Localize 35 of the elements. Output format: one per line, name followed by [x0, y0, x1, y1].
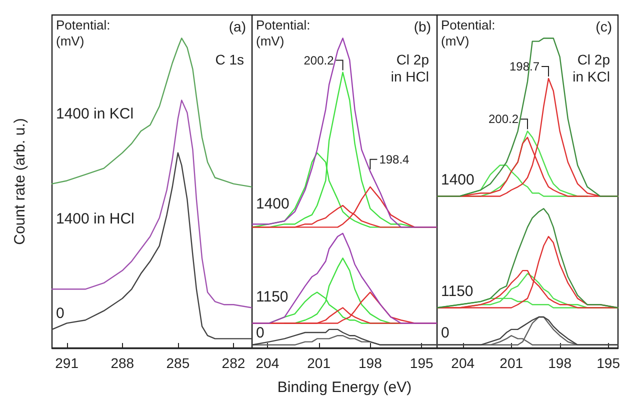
- series-label: 0: [256, 324, 264, 342]
- x-tick-label: 291: [55, 355, 79, 371]
- text: (b): [414, 18, 431, 34]
- annotation: 200.2: [304, 53, 334, 68]
- series-label: 1400 in HCl: [56, 210, 134, 228]
- x-tick-label: 204: [256, 355, 280, 371]
- x-tick-label: 288: [110, 355, 134, 371]
- x-tick-label: 201: [307, 355, 331, 371]
- x-tick-label: 195: [410, 355, 434, 371]
- annotation: Potential: (mV): [256, 18, 310, 48]
- x-tick-label: 201: [500, 355, 524, 371]
- text: (a): [228, 18, 246, 34]
- annotation: Cl 2p in KCl: [572, 52, 610, 84]
- annotation: Potential: (mV): [441, 18, 496, 48]
- annotation: C 1s: [215, 52, 244, 68]
- x-tick-label: 204: [451, 355, 475, 371]
- series-label: 1150: [441, 283, 474, 300]
- annotation: Cl 2p in HCl: [390, 52, 430, 84]
- x-tick-label: 195: [596, 355, 620, 371]
- y-axis-title: Count rate (arb. u.): [12, 118, 28, 245]
- annotation: 200.2: [488, 112, 519, 126]
- x-tick-label: 285: [166, 355, 190, 371]
- annotation: Potential: (mV): [56, 18, 110, 48]
- x-tick-label: 198: [548, 355, 572, 371]
- text: (c): [596, 18, 612, 34]
- annotation: 198.4: [379, 152, 410, 166]
- series-label: 1400: [441, 172, 474, 189]
- x-tick-label: 198: [358, 355, 382, 371]
- x-tick-label: 282: [222, 355, 246, 371]
- series-label: 1400: [256, 196, 290, 213]
- x-axis-title: Binding Energy (eV): [277, 379, 412, 396]
- series-label: 1150: [256, 288, 288, 306]
- series-label: 0: [56, 304, 64, 322]
- series-label: 1400 in KCl: [56, 105, 134, 122]
- series-label: 0: [441, 324, 450, 342]
